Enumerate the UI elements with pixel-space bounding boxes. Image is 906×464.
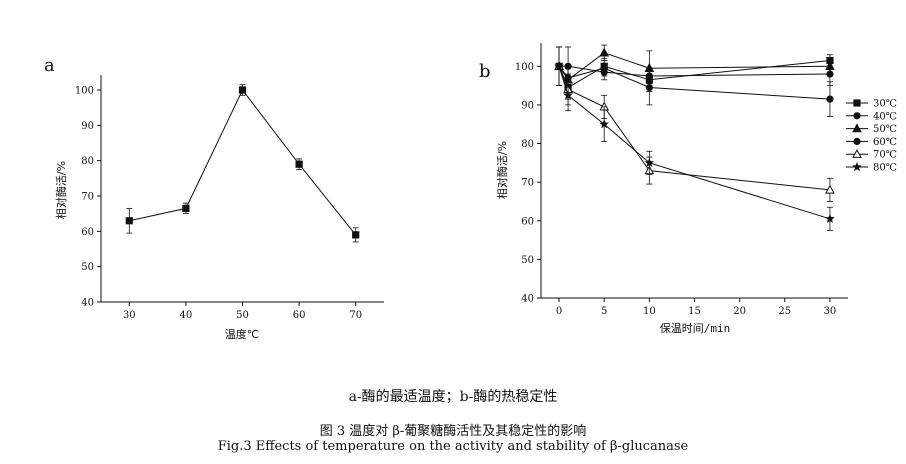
legend-marker: [852, 162, 862, 172]
panel-a-letter: a: [44, 55, 55, 76]
figure-subtitle: a-酶的最适温度；b-酶的热稳定性: [348, 389, 558, 405]
series-line: [558, 66, 831, 220]
panel-a-y-ticks: 40 50 60 70 80 90 100: [75, 86, 101, 309]
series-line: [129, 89, 357, 236]
data-point: [295, 160, 303, 168]
x-tick-label: 10: [643, 306, 656, 317]
legend-item: 40℃: [846, 111, 897, 122]
x-tick-label: 70: [349, 310, 362, 321]
figure-caption-en: Fig.3 Effects of temperature on the acti…: [217, 439, 689, 454]
panel-a: a 30 40 50 60 70 40 50 60 70 80 90 100 相对酶活/% 温度℃: [44, 55, 384, 341]
figure-caption-cn: 图 3 温度对 β-葡聚糖酶活性及其稳定性的影响: [319, 424, 587, 439]
y-tick-label: 50: [521, 255, 534, 266]
data-point: [600, 64, 608, 72]
panel-b: b 0 5 10 15 20 25 30 40 50 60 70 80 90 100 相对酶活/% 保温…: [479, 43, 897, 335]
panel-b-x-ticks: 0 5 10 15 20 25 30: [556, 298, 836, 317]
panel-a-series: [125, 84, 360, 243]
y-tick-label: 60: [81, 227, 94, 238]
legend-item: 80℃: [846, 162, 897, 174]
panel-a-x-ticks: 30 40 50 60 70: [123, 302, 362, 321]
x-tick-label: 50: [236, 310, 249, 321]
data-point: [238, 86, 247, 94]
panel-b-x-label: 保温时间/min: [660, 321, 731, 335]
y-tick-label: 60: [521, 216, 534, 227]
data-point: [645, 83, 653, 92]
legend-label: 80℃: [873, 163, 897, 174]
series-line: [558, 66, 830, 191]
data-point: [125, 217, 133, 225]
legend-label: 60℃: [873, 137, 897, 148]
legend-label: 50℃: [873, 124, 897, 135]
data-point: [825, 61, 835, 71]
data-point: [599, 119, 609, 129]
x-tick-label: 15: [688, 306, 701, 317]
y-tick-label: 100: [515, 62, 534, 73]
y-tick-label: 40: [81, 298, 94, 309]
y-tick-label: 50: [81, 262, 94, 273]
data-point: [352, 231, 360, 239]
series-80℃: [554, 46, 835, 231]
legend-item: 60℃: [846, 137, 897, 148]
legend-label: 40℃: [873, 111, 897, 122]
y-tick-label: 40: [521, 294, 534, 305]
y-tick-label: 80: [521, 139, 534, 150]
series-60℃: [555, 46, 834, 117]
panel-b-series: [554, 44, 835, 231]
legend-item: 30℃: [846, 99, 897, 110]
legend-item: 70℃: [846, 148, 897, 161]
y-tick-label: 90: [521, 100, 534, 111]
data-point: [599, 47, 610, 57]
legend-item: 50℃: [846, 123, 897, 135]
y-tick-label: 70: [521, 178, 534, 189]
series-50℃: [554, 44, 835, 92]
legend-marker: [853, 137, 861, 145]
panel-b-letter: b: [479, 61, 491, 82]
legend-label: 70℃: [873, 150, 897, 161]
x-tick-label: 25: [778, 306, 791, 317]
panel-b-legend: 30℃40℃ 50℃ 60℃ 70℃ 80℃: [846, 99, 897, 174]
data-point: [826, 95, 834, 103]
x-tick-label: 30: [123, 310, 136, 321]
y-tick-label: 100: [75, 86, 94, 97]
x-tick-label: 20: [733, 306, 746, 317]
x-tick-label: 30: [824, 306, 837, 317]
y-tick-label: 90: [81, 121, 94, 132]
panel-b-y-label: 相对酶活/%: [495, 141, 509, 199]
data-point: [825, 184, 835, 194]
x-tick-label: 5: [601, 306, 607, 317]
data-point: [644, 157, 655, 167]
panel-a-x-label: 温度℃: [225, 327, 259, 341]
series-0: [125, 84, 360, 243]
legend-marker: [852, 148, 862, 158]
panel-b-y-ticks: 40 50 60 70 80 90 100: [515, 62, 541, 305]
x-tick-label: 0: [556, 306, 562, 317]
data-point: [182, 204, 190, 212]
legend-marker: [852, 123, 862, 133]
legend-label: 30℃: [873, 99, 897, 110]
legend-marker: [853, 99, 861, 107]
y-tick-label: 80: [81, 156, 94, 167]
data-point: [825, 213, 835, 223]
panel-a-y-label: 相对酶活/%: [54, 161, 68, 219]
x-tick-label: 40: [180, 310, 193, 321]
x-tick-label: 60: [293, 310, 306, 321]
y-tick-label: 70: [81, 192, 94, 203]
series-30℃: [555, 46, 834, 100]
data-point: [563, 90, 573, 100]
legend-marker: [853, 112, 861, 120]
data-point: [554, 61, 564, 71]
